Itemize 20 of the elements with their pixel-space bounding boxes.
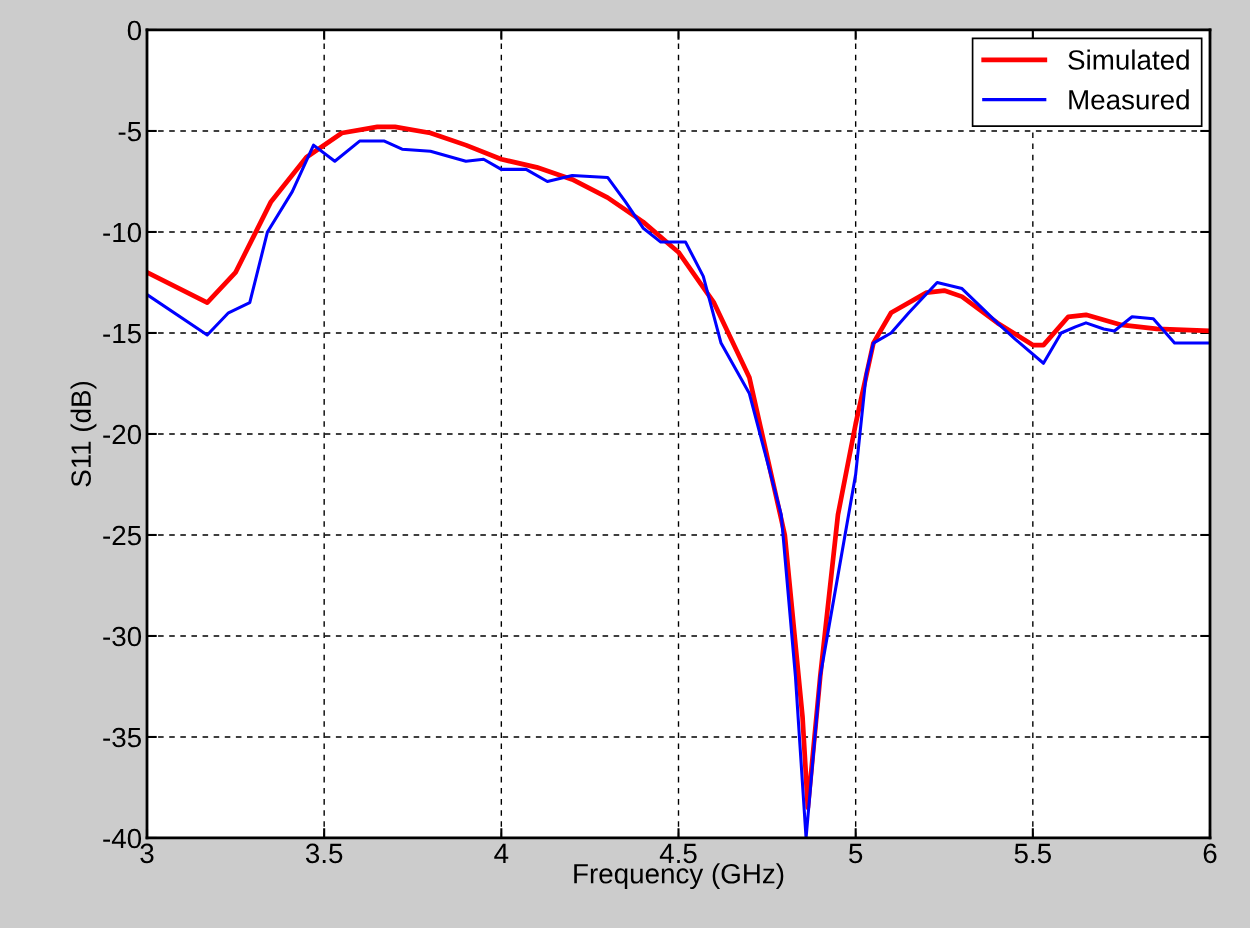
x-tick-label: 3.5	[305, 843, 343, 864]
x-tick-label: 4.5	[659, 843, 697, 864]
y-tick-label: -15	[103, 323, 141, 344]
y-tick-label: -30	[103, 626, 142, 647]
x-tick-label: 3	[140, 843, 154, 864]
y-tick-label: -20	[103, 424, 142, 445]
y-tick-label: -40	[103, 828, 142, 849]
y-tick-label: -35	[103, 727, 141, 748]
legend-label: Simulated	[1068, 49, 1189, 70]
y-tick-label: 0	[127, 20, 142, 41]
y-axis-title: S11 (dB)	[70, 381, 97, 487]
x-tick-label: 5	[849, 843, 863, 864]
x-tick-label: 6	[1203, 843, 1217, 864]
y-tick-label: -10	[103, 222, 142, 243]
legend-label: Measured	[1069, 89, 1189, 110]
x-tick-label: 4	[494, 843, 509, 863]
x-axis-title: Frequency (GHz)	[574, 863, 784, 890]
x-tick-label: 5.5	[1014, 843, 1051, 864]
y-tick-label: -5	[118, 121, 141, 142]
y-tick-label: -25	[103, 525, 141, 546]
